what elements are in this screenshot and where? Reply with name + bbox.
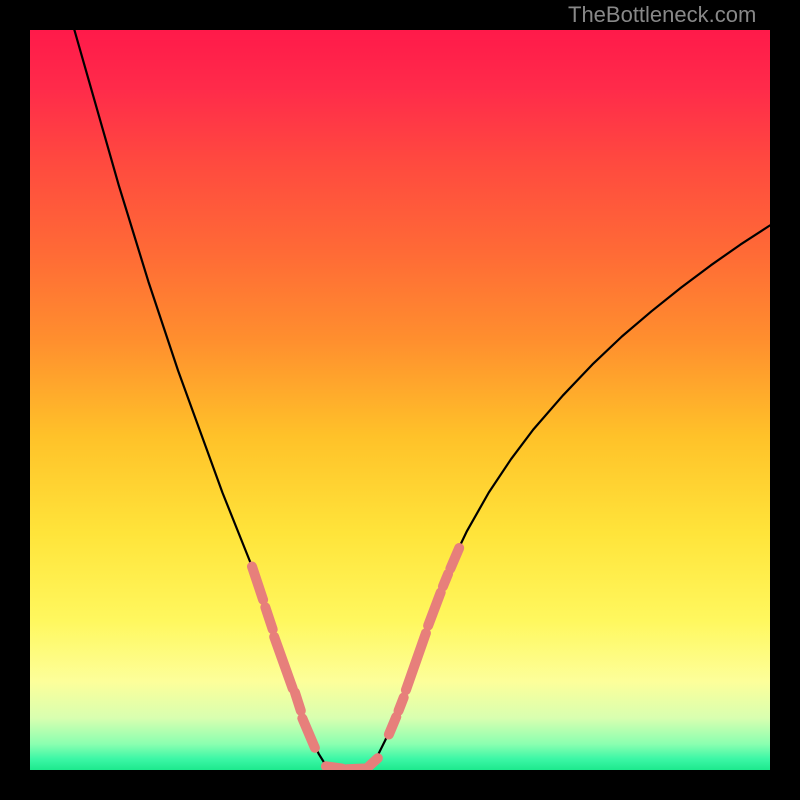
chart-svg <box>30 30 770 770</box>
watermark-text: TheBottleneck.com <box>568 2 756 28</box>
marker-right-cluster <box>443 574 448 587</box>
gradient-background <box>30 30 770 770</box>
marker-left-cluster <box>295 692 301 711</box>
marker-left-cluster <box>265 607 272 629</box>
marker-right-cluster <box>399 697 404 710</box>
chart-frame: TheBottleneck.com <box>0 0 800 800</box>
plot-area <box>30 30 770 770</box>
marker-floor-cluster <box>369 758 378 766</box>
marker-right-cluster <box>389 717 396 735</box>
marker-floor-cluster <box>326 766 342 768</box>
marker-floor-cluster <box>347 769 365 770</box>
